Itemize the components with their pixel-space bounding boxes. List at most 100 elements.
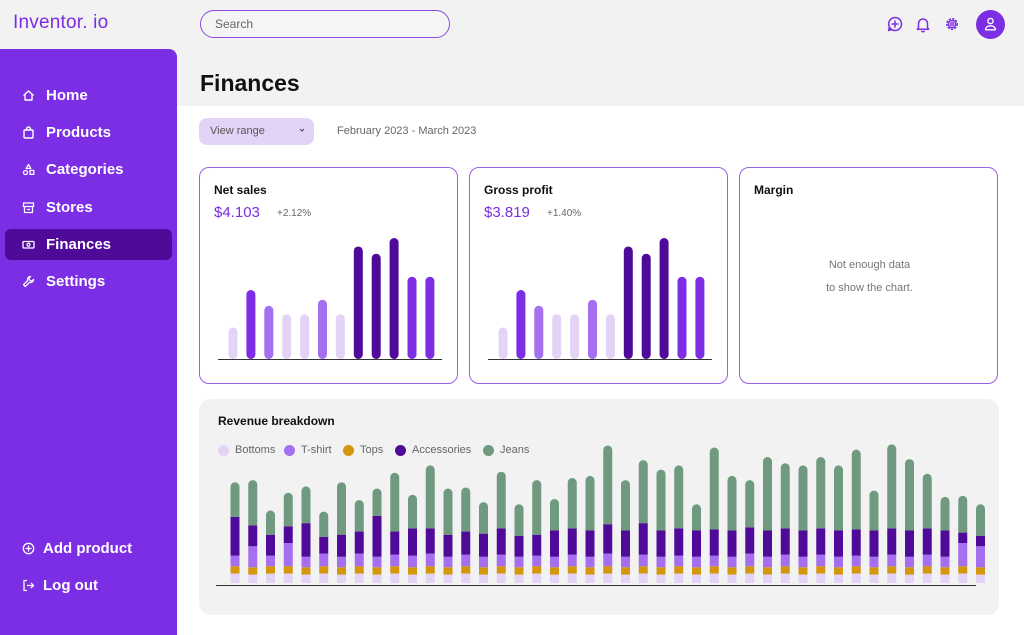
stack-segment[interactable] (514, 504, 524, 536)
stack-segment[interactable] (887, 444, 897, 529)
stack-segment[interactable] (372, 556, 382, 568)
stack-segment[interactable] (940, 530, 950, 557)
stack-segment[interactable] (390, 472, 400, 532)
stack-segment[interactable] (958, 566, 968, 574)
stack-segment[interactable] (763, 457, 772, 531)
sidebar-item-home[interactable]: Home (5, 80, 172, 111)
stack-segment[interactable] (834, 567, 843, 575)
search-input[interactable] (200, 10, 450, 38)
stack-segment[interactable] (780, 566, 790, 574)
bar[interactable] (677, 276, 687, 359)
stack-segment[interactable] (248, 525, 258, 547)
stack-segment[interactable] (408, 494, 417, 529)
stack-segment[interactable] (638, 554, 648, 567)
stack-segment[interactable] (337, 482, 346, 535)
stack-segment[interactable] (337, 567, 346, 575)
stack-segment[interactable] (780, 554, 790, 567)
stack-segment[interactable] (692, 504, 701, 531)
stack-segment[interactable] (461, 531, 471, 555)
stack-segment[interactable] (301, 567, 311, 575)
stack-segment[interactable] (301, 556, 311, 568)
chat-plus-icon[interactable] (886, 15, 904, 33)
bar[interactable] (588, 299, 597, 359)
stack-segment[interactable] (763, 574, 772, 583)
add-product-button[interactable]: Add product (5, 533, 172, 564)
stack-segment[interactable] (550, 567, 559, 575)
stack-segment[interactable] (425, 465, 435, 529)
stack-segment[interactable] (727, 574, 737, 583)
stack-segment[interactable] (709, 566, 719, 574)
stack-segment[interactable] (887, 528, 897, 555)
stack-segment[interactable] (514, 574, 524, 583)
stack-segment[interactable] (958, 495, 968, 533)
bar[interactable] (534, 305, 544, 359)
stack-segment[interactable] (372, 515, 382, 557)
stack-segment[interactable] (656, 556, 666, 568)
bar[interactable] (659, 238, 669, 359)
stack-segment[interactable] (479, 502, 488, 534)
stack-segment[interactable] (851, 555, 861, 567)
stack-segment[interactable] (550, 499, 559, 531)
stack-segment[interactable] (283, 543, 293, 567)
stack-segment[interactable] (532, 534, 542, 556)
stack-segment[interactable] (674, 573, 684, 583)
gear-icon[interactable] (943, 15, 961, 33)
stack-segment[interactable] (834, 574, 843, 583)
bar[interactable] (282, 314, 292, 359)
stack-segment[interactable] (780, 463, 790, 529)
stack-segment[interactable] (816, 573, 826, 583)
stack-segment[interactable] (390, 531, 400, 555)
sidebar-item-products[interactable]: Products (5, 117, 172, 148)
stack-segment[interactable] (958, 532, 968, 544)
stack-segment[interactable] (496, 528, 506, 555)
stack-segment[interactable] (763, 567, 772, 575)
bar[interactable] (264, 305, 274, 359)
stack-segment[interactable] (763, 556, 772, 568)
stack-segment[interactable] (408, 555, 417, 568)
stack-segment[interactable] (887, 554, 897, 567)
stack-segment[interactable] (958, 573, 968, 583)
stack-segment[interactable] (922, 554, 932, 567)
stack-segment[interactable] (940, 574, 950, 583)
stack-segment[interactable] (567, 528, 577, 555)
stack-segment[interactable] (887, 566, 897, 574)
stack-segment[interactable] (230, 566, 240, 574)
stack-segment[interactable] (603, 553, 613, 567)
stack-segment[interactable] (603, 445, 613, 525)
stack-segment[interactable] (656, 469, 666, 531)
stack-segment[interactable] (674, 465, 684, 529)
stack-segment[interactable] (425, 566, 435, 574)
stack-segment[interactable] (248, 567, 258, 575)
stack-segment[interactable] (248, 574, 258, 583)
stack-segment[interactable] (248, 480, 258, 526)
stack-segment[interactable] (354, 566, 364, 574)
stack-segment[interactable] (301, 486, 311, 524)
stack-segment[interactable] (656, 567, 666, 575)
bell-icon[interactable] (914, 15, 932, 33)
stack-segment[interactable] (230, 555, 240, 567)
bar[interactable] (389, 238, 399, 359)
stack-segment[interactable] (621, 567, 630, 575)
stack-segment[interactable] (550, 574, 559, 583)
bar[interactable] (695, 276, 705, 359)
stack-segment[interactable] (692, 530, 701, 557)
stack-segment[interactable] (319, 573, 329, 583)
stack-segment[interactable] (425, 553, 435, 567)
stack-segment[interactable] (834, 556, 843, 568)
stack-segment[interactable] (692, 567, 701, 575)
stack-segment[interactable] (745, 573, 755, 583)
stack-segment[interactable] (674, 555, 684, 567)
stack-segment[interactable] (887, 573, 897, 583)
sidebar-item-finances[interactable]: Finances (5, 229, 172, 260)
stack-segment[interactable] (479, 567, 488, 575)
stack-segment[interactable] (603, 524, 613, 554)
stack-segment[interactable] (319, 511, 329, 537)
stack-segment[interactable] (869, 490, 879, 531)
stack-segment[interactable] (479, 533, 488, 557)
stack-segment[interactable] (638, 460, 648, 524)
bar[interactable] (318, 299, 327, 359)
user-avatar-button[interactable] (976, 10, 1005, 39)
bar[interactable] (623, 246, 633, 359)
stack-segment[interactable] (816, 528, 826, 555)
stack-segment[interactable] (408, 567, 417, 575)
